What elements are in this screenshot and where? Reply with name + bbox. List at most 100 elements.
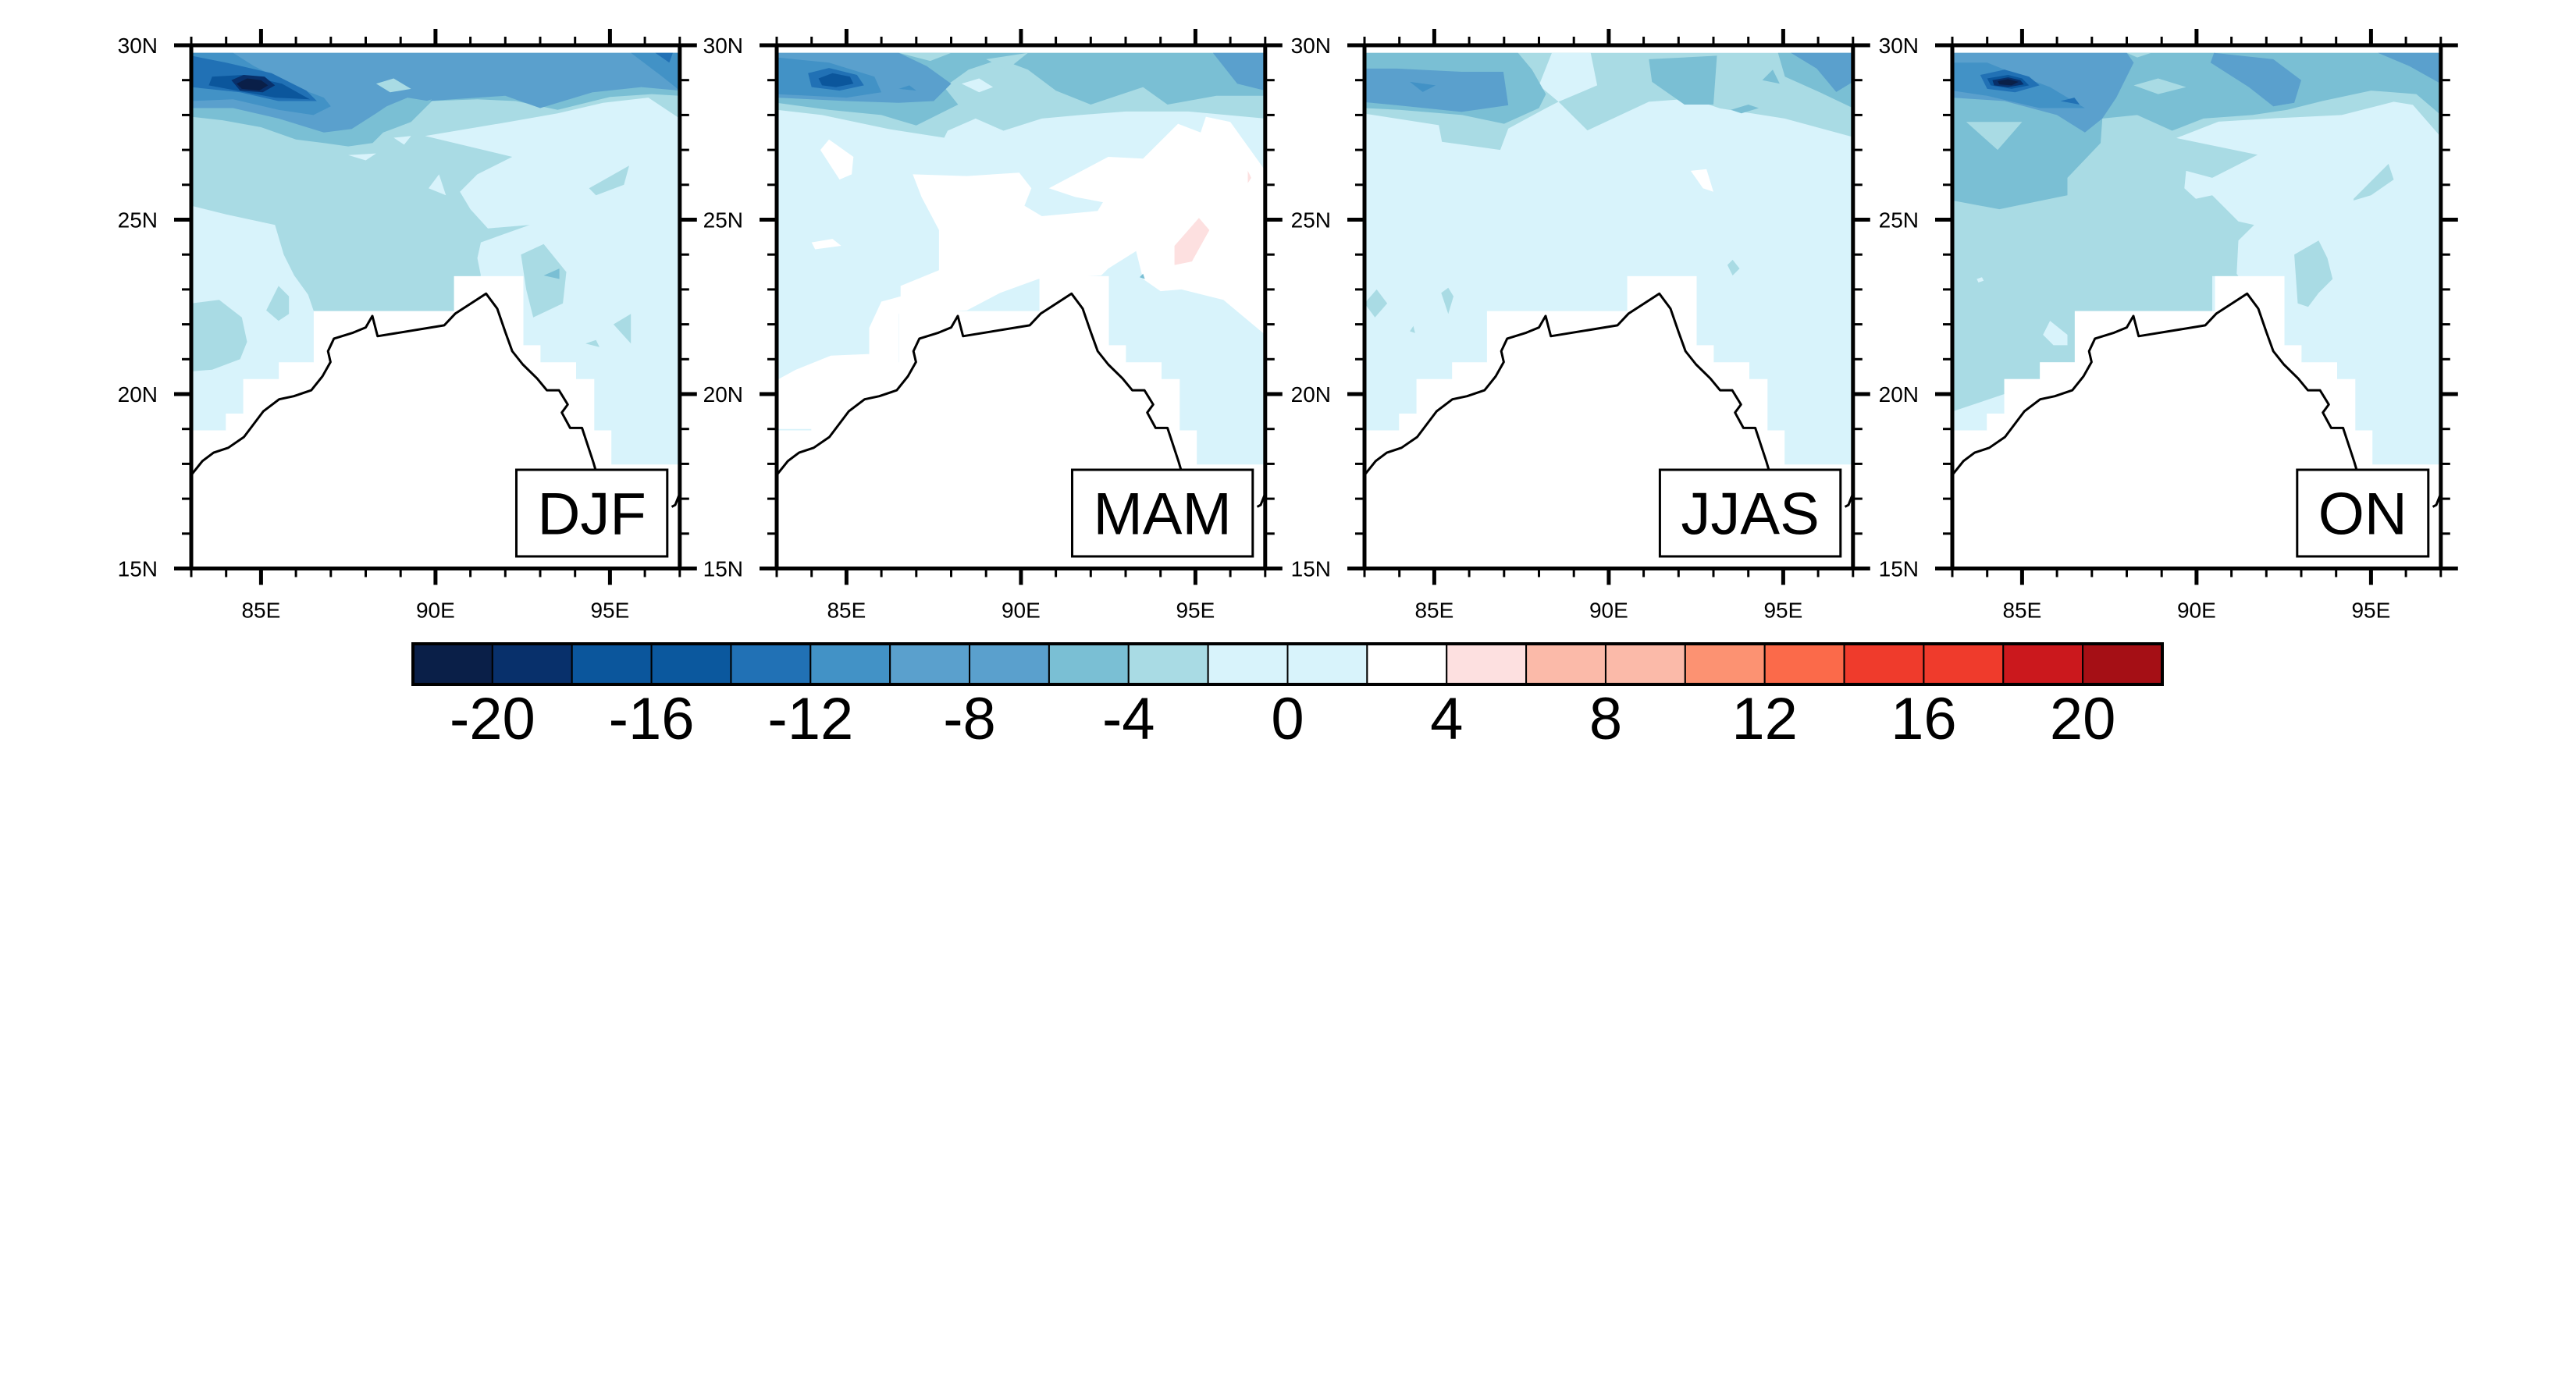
lat-tick-label: 15N [1291, 557, 1331, 581]
contour-fill-level-1 [237, 78, 269, 91]
contour-fill-level-11 [1976, 277, 1984, 282]
season-label: ON [2318, 481, 2407, 548]
contour-fill-level-11 [429, 174, 447, 196]
contour-field [777, 52, 1265, 569]
colorbar-box [1684, 643, 1766, 685]
contour-fill-level-10 [613, 314, 632, 344]
colorbar-box [571, 643, 653, 685]
colorbar-label: 16 [1891, 686, 1957, 752]
lon-tick-label: 95E [1176, 599, 1215, 623]
lon-tick-label: 85E [241, 599, 280, 623]
lat-tick-label: 20N [1291, 382, 1331, 407]
colorbar-label: -12 [767, 686, 853, 752]
colorbar-box [889, 643, 971, 685]
colorbar-box [1048, 643, 1130, 685]
coastline [1952, 292, 2365, 496]
colorbar-label: 0 [1271, 686, 1304, 752]
colorbar-label: -16 [609, 686, 695, 752]
lat-tick-label: 25N [1879, 208, 1919, 233]
lon-tick-label: 95E [2351, 599, 2390, 623]
contour-fill-level-10 [266, 286, 290, 322]
contour-fill-level-11 [961, 78, 994, 93]
contour-fill-level-8 [1364, 68, 1509, 112]
map-panel-on: ON 30N 25N 20N 15N 85E 90E 95E [1879, 29, 2458, 623]
lon-tick-label: 95E [590, 599, 629, 623]
contour-fill-level-10 [2294, 240, 2333, 307]
colorbar-label: 8 [1589, 686, 1622, 752]
contour-fill-level-10 [986, 52, 1028, 70]
contour-fill-level-11 [393, 136, 411, 145]
contour-fill-level-10 [2126, 52, 2151, 58]
colorbar-label: -20 [450, 686, 535, 752]
colorbar-box [1923, 643, 2005, 685]
season-label-frame [1658, 468, 1842, 558]
colorbar-label: 4 [1430, 686, 1463, 752]
coastline [191, 292, 604, 496]
contour-fill-level-8 [2378, 52, 2441, 84]
coastline [1364, 292, 1777, 496]
lat-tick-label: 20N [1879, 382, 1919, 407]
season-label-frame [2296, 468, 2430, 558]
colorbar-box [730, 643, 812, 685]
lat-tick-label: 30N [703, 34, 743, 58]
lat-tick-label: 15N [118, 557, 158, 581]
axis-ticks [1935, 29, 2458, 585]
contour-field [191, 52, 680, 569]
contour-fill-level-9 [415, 99, 432, 108]
contour-fill-level-11 [2043, 321, 2068, 346]
contour-fill-level-9 [1731, 105, 1759, 114]
lat-tick-label: 25N [703, 208, 743, 233]
lon-tick-label: 90E [2177, 599, 2216, 623]
contour-fill-level-10 [589, 165, 629, 196]
lat-tick-label: 20N [118, 382, 158, 407]
colorbar-box [1446, 643, 1528, 685]
colorbar-frame [411, 642, 2164, 686]
colorbar-box [2002, 643, 2084, 685]
contour-fill-level-3 [818, 73, 854, 87]
contour-fill-level-10 [898, 52, 952, 62]
lat-tick-label: 20N [703, 382, 743, 407]
contour-fill-level-6 [898, 85, 916, 91]
lon-tick-label: 90E [1589, 599, 1628, 623]
lat-tick-label: 30N [1291, 34, 1331, 58]
axis-ticks [174, 29, 697, 585]
contour-fill-level-13 [1690, 169, 1713, 192]
axis-ticks [1347, 29, 1870, 585]
contour-field [1952, 52, 2441, 569]
map-panel-mam: MAM 30N 25N 20N 15N 85E 90E 95E [703, 29, 1283, 623]
contour-fill-level-9 [543, 268, 560, 279]
lon-tick-label: 90E [416, 599, 455, 623]
colorbar-box [1207, 643, 1289, 685]
colorbar-box [1366, 643, 1448, 685]
colorbar-label: -4 [1102, 686, 1155, 752]
lat-tick-label: 15N [1879, 557, 1919, 581]
map-panel-jjas: JJAS 30N 25N 20N 15N 85E 90E 95E [1291, 29, 1870, 623]
season-label-box: JJAS [1658, 468, 1842, 558]
contour-fill-level-9 [1649, 55, 1717, 105]
contour-fill-level-9 [1139, 273, 1145, 279]
contour-fill-level-13 [777, 116, 1265, 429]
colorbar-label: -8 [943, 686, 996, 752]
lat-tick-label: 30N [1879, 34, 1919, 58]
colorbar-box [1127, 643, 1209, 685]
contour-fill-level-10 [375, 78, 411, 93]
colorbar: -20 -16 -12 -8 -4 0 4 8 12 16 20 [411, 642, 2164, 752]
colorbar-box [1843, 643, 1925, 685]
season-label: MAM [1093, 481, 1231, 548]
contour-fill-level-10 [521, 243, 567, 318]
season-label: JJAS [1681, 481, 1819, 548]
season-label-frame [514, 468, 669, 558]
coastline [777, 292, 1190, 496]
lon-tick-label: 90E [1002, 599, 1041, 623]
contour-fill-level-13 [820, 139, 854, 180]
colorbar-box [809, 643, 891, 685]
contour-fill-level-8 [1791, 52, 1853, 92]
contour-fill-level-6 [1410, 81, 1436, 92]
contour-fill-level-10 [585, 339, 600, 347]
colorbar-box [412, 643, 493, 685]
lon-tick-label: 95E [1763, 599, 1802, 623]
lat-tick-label: 15N [703, 557, 743, 581]
contour-fill-level-9 [1762, 69, 1780, 84]
season-label-frame [1070, 468, 1254, 558]
contour-fill-level-5 [655, 52, 673, 63]
